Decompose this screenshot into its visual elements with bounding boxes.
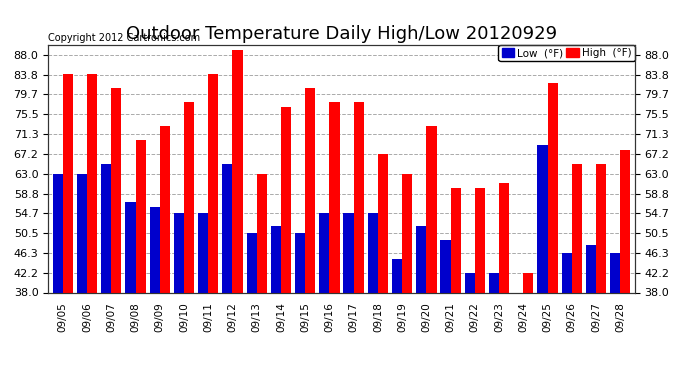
Bar xyxy=(499,183,509,292)
Bar xyxy=(586,245,596,292)
Bar xyxy=(620,150,631,292)
Bar xyxy=(295,233,305,292)
Bar xyxy=(281,107,291,292)
Bar xyxy=(77,174,87,292)
Bar xyxy=(63,74,73,292)
Bar xyxy=(523,273,533,292)
Bar xyxy=(198,213,208,292)
Bar xyxy=(426,126,437,292)
Bar xyxy=(208,74,219,292)
Bar xyxy=(416,226,426,292)
Bar xyxy=(184,102,194,292)
Bar xyxy=(392,259,402,292)
Bar xyxy=(305,88,315,292)
Bar xyxy=(126,202,135,292)
Bar xyxy=(610,253,620,292)
Bar xyxy=(150,207,160,292)
Bar xyxy=(475,188,485,292)
Bar xyxy=(344,213,354,292)
Bar xyxy=(222,164,233,292)
Bar xyxy=(596,164,607,292)
Bar xyxy=(548,83,558,292)
Bar xyxy=(538,145,548,292)
Bar xyxy=(451,188,461,292)
Bar xyxy=(174,213,184,292)
Bar xyxy=(52,174,63,292)
Bar xyxy=(160,126,170,292)
Bar xyxy=(440,240,451,292)
Bar xyxy=(354,102,364,292)
Bar xyxy=(101,164,111,292)
Text: Copyright 2012 Cartronics.com: Copyright 2012 Cartronics.com xyxy=(48,33,200,42)
Bar xyxy=(246,233,257,292)
Bar xyxy=(489,273,499,292)
Bar xyxy=(402,174,413,292)
Bar xyxy=(111,88,121,292)
Bar xyxy=(257,174,267,292)
Bar xyxy=(464,273,475,292)
Bar xyxy=(87,74,97,292)
Bar xyxy=(368,213,378,292)
Bar xyxy=(572,164,582,292)
Bar xyxy=(378,154,388,292)
Bar xyxy=(270,226,281,292)
Bar xyxy=(319,213,329,292)
Bar xyxy=(329,102,339,292)
Bar xyxy=(135,140,146,292)
Legend: Low  (°F), High  (°F): Low (°F), High (°F) xyxy=(498,45,635,61)
Bar xyxy=(562,253,572,292)
Title: Outdoor Temperature Daily High/Low 20120929: Outdoor Temperature Daily High/Low 20120… xyxy=(126,26,557,44)
Bar xyxy=(233,50,243,292)
